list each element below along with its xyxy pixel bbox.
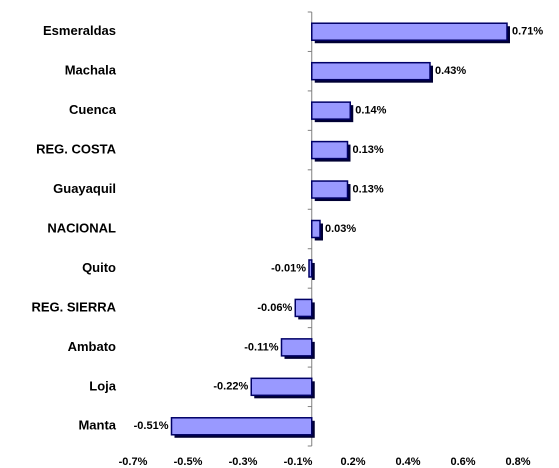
value-label: -0.51% xyxy=(134,420,169,432)
bar-shadow xyxy=(312,262,315,280)
category-label: Cuenca xyxy=(69,102,117,117)
value-label: 0.14% xyxy=(355,105,386,117)
x-tick-label: 0.6% xyxy=(450,456,475,468)
x-tick-label: -0.5% xyxy=(174,456,203,468)
x-tick-label: 0.4% xyxy=(395,456,420,468)
x-tick-label: 0.8% xyxy=(505,456,530,468)
category-label: Ambato xyxy=(68,339,116,354)
x-tick-label: -0.1% xyxy=(284,456,313,468)
category-label: NACIONAL xyxy=(47,220,116,235)
bar xyxy=(280,338,313,357)
value-label: -0.11% xyxy=(244,341,278,353)
category-label: Loja xyxy=(89,378,116,393)
value-label: -0.01% xyxy=(271,262,306,274)
category-label: Quito xyxy=(82,260,116,275)
value-label: 0.13% xyxy=(353,183,384,195)
bar xyxy=(311,219,321,239)
bar xyxy=(311,22,508,41)
bar xyxy=(294,298,313,318)
category-label: REG. COSTA xyxy=(36,142,117,157)
bar xyxy=(170,417,313,436)
x-tick-label: -0.3% xyxy=(229,456,258,468)
bar xyxy=(250,377,313,397)
category-label: Esmeraldas xyxy=(43,23,116,38)
bar xyxy=(311,140,349,160)
category-label: Machala xyxy=(65,63,117,78)
x-tick-label: -0.7% xyxy=(119,456,148,468)
value-label: 0.43% xyxy=(435,65,466,77)
bar xyxy=(311,180,349,199)
x-tick-label: 0.2% xyxy=(340,456,365,468)
bar xyxy=(308,259,313,278)
category-label: Manta xyxy=(78,418,116,433)
category-label: Guayaquil xyxy=(53,181,116,196)
value-label: 0.71% xyxy=(512,26,543,38)
value-label: 0.03% xyxy=(325,223,356,235)
value-label: 0.13% xyxy=(353,144,384,156)
bar xyxy=(311,101,351,120)
category-label: REG. SIERRA xyxy=(31,299,116,314)
value-label: -0.06% xyxy=(257,302,292,314)
bar xyxy=(311,61,431,81)
value-label: -0.22% xyxy=(213,381,248,393)
